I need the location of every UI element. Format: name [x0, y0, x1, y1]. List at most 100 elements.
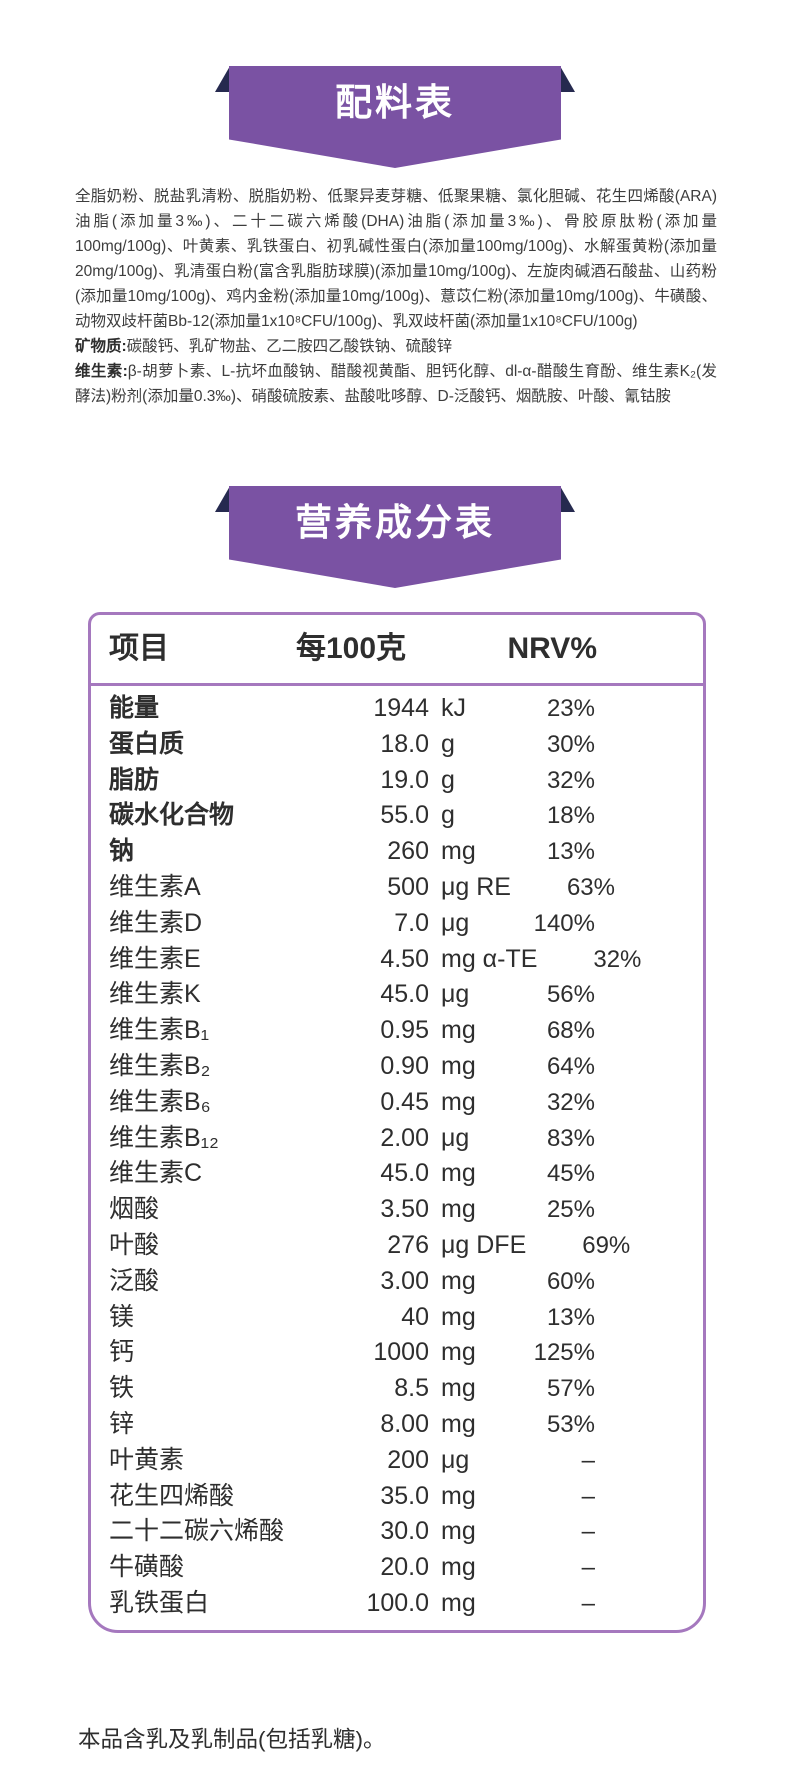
- table-row: 维生素C 45.0 mg 45%: [91, 1156, 703, 1192]
- nutrient-amount: 45.0: [380, 980, 429, 1009]
- table-row: 维生素B₆ 0.45 mg 32%: [91, 1085, 703, 1121]
- nutrient-name: 能量: [109, 694, 160, 722]
- nutrient-amount: 40: [401, 1302, 429, 1331]
- nutrient-unit: μg: [441, 908, 470, 937]
- nutrient-unit: mg: [441, 1481, 476, 1510]
- nutrient-nrv: 56%: [546, 981, 595, 1009]
- nutrient-nrv: 53%: [546, 1410, 595, 1438]
- nutrient-amount: 1944: [373, 694, 429, 722]
- nutrient-unit: mg: [441, 1195, 476, 1224]
- nutrient-amount: 7.0: [394, 908, 429, 937]
- nutrient-unit: g: [441, 765, 455, 794]
- nutrient-unit: mg: [441, 1266, 476, 1295]
- vitamins-text: β-胡萝卜素、L-抗坏血酸钠、醋酸视黄酯、胆钙化醇、dl-α-醋酸生育酚、维生素…: [75, 363, 717, 405]
- table-row: 维生素K 45.0 μg 56%: [91, 977, 703, 1013]
- nutrient-nrv: 30%: [546, 730, 595, 758]
- nutrient-nrv: –: [581, 1589, 595, 1617]
- nutrient-name: 维生素B₂: [109, 1051, 211, 1080]
- nutrient-unit: mg: [441, 1302, 476, 1331]
- header-per-100g: 每100克: [295, 632, 407, 665]
- ingredients-banner-body: 配料表: [229, 66, 561, 168]
- table-row: 维生素B₁ 0.95 mg 68%: [91, 1013, 703, 1049]
- nutrition-table-header: 项目 每100克 NRV%: [91, 615, 703, 686]
- nutrient-unit: mg: [441, 1087, 476, 1116]
- nutrient-name: 维生素B₆: [109, 1087, 211, 1116]
- nutrient-name: 钙: [109, 1338, 135, 1367]
- nutrient-unit: mg: [441, 1016, 476, 1045]
- nutrition-table-rows: 能量 1944 kJ 23% 蛋白质 18.0 g 30% 脂肪 19.0 g …: [91, 686, 703, 1630]
- nutrient-name: 烟酸: [109, 1195, 160, 1224]
- nutrient-name: 铁: [109, 1374, 135, 1403]
- nutrient-name: 脂肪: [109, 765, 160, 794]
- ingredients-banner-title: 配料表: [335, 82, 455, 123]
- nutrient-name: 镁: [109, 1302, 135, 1331]
- nutrient-nrv: 32%: [546, 1088, 595, 1116]
- nutrient-amount: 35.0: [380, 1481, 429, 1510]
- table-row: 镁 40 mg 13%: [91, 1300, 703, 1336]
- nutrient-nrv: 140%: [533, 909, 595, 937]
- ingredients-banner: 配料表: [215, 66, 575, 168]
- header-nrv: NRV%: [507, 632, 597, 665]
- nutrient-nrv: –: [581, 1518, 595, 1546]
- nutrient-nrv: 32%: [593, 945, 642, 973]
- nutrient-amount: 0.95: [380, 1016, 429, 1045]
- nutrient-nrv: 60%: [546, 1267, 595, 1295]
- vitamins-line: 维生素:β-胡萝卜素、L-抗坏血酸钠、醋酸视黄酯、胆钙化醇、dl-α-醋酸生育酚…: [75, 359, 717, 409]
- nutrient-amount: 276: [387, 1230, 429, 1259]
- nutrient-unit: g: [441, 801, 455, 830]
- nutrient-name: 钠: [109, 837, 135, 866]
- nutrition-banner-title: 营养成分表: [295, 502, 495, 543]
- nutrient-name: 牛磺酸: [109, 1553, 185, 1582]
- minerals-label: 矿物质:: [75, 338, 127, 355]
- nutrient-nrv: 32%: [546, 766, 595, 794]
- nutrient-amount: 30.0: [380, 1517, 429, 1546]
- minerals-text: 碳酸钙、乳矿物盐、乙二胺四乙酸铁钠、硫酸锌: [126, 338, 453, 355]
- ingredients-section: 全脂奶粉、脱盐乳清粉、脱脂奶粉、低聚异麦芽糖、低聚果糖、氯化胆碱、花生四烯酸(A…: [75, 184, 717, 409]
- table-row: 维生素D 7.0 μg 140%: [91, 906, 703, 942]
- nutrient-nrv: 45%: [546, 1160, 595, 1188]
- table-row: 脂肪 19.0 g 32%: [91, 763, 703, 799]
- table-row: 叶黄素 200 μg –: [91, 1443, 703, 1479]
- table-row: 能量 1944 kJ 23%: [91, 691, 703, 727]
- nutrient-nrv: 63%: [566, 873, 615, 901]
- vitamins-label: 维生素:: [75, 363, 128, 380]
- nutrient-unit: mg: [441, 1374, 476, 1403]
- nutrient-unit: mg: [441, 837, 476, 866]
- nutrient-amount: 8.5: [394, 1374, 429, 1403]
- nutrient-amount: 260: [387, 837, 429, 866]
- table-row: 维生素E 4.50 mg α-TE 32%: [91, 942, 703, 978]
- nutrient-name: 维生素D: [109, 908, 203, 937]
- nutrient-amount: 19.0: [380, 765, 429, 794]
- nutrient-amount: 100.0: [366, 1588, 429, 1617]
- nutrient-name: 乳铁蛋白: [109, 1588, 210, 1617]
- nutrient-unit: mg α-TE: [441, 944, 538, 973]
- nutrient-amount: 4.50: [380, 944, 429, 973]
- minerals-line: 矿物质:碳酸钙、乳矿物盐、乙二胺四乙酸铁钠、硫酸锌: [75, 334, 717, 359]
- ingredients-list-text: 全脂奶粉、脱盐乳清粉、脱脂奶粉、低聚异麦芽糖、低聚果糖、氯化胆碱、花生四烯酸(A…: [75, 188, 717, 330]
- table-row: 铁 8.5 mg 57%: [91, 1371, 703, 1407]
- nutrient-name: 蛋白质: [109, 729, 185, 758]
- nutrient-unit: μg: [441, 1445, 470, 1474]
- nutrient-amount: 2.00: [380, 1123, 429, 1152]
- nutrient-nrv: 23%: [546, 695, 595, 722]
- table-row: 花生四烯酸 35.0 mg –: [91, 1479, 703, 1515]
- nutrition-table: 项目 每100克 NRV% 能量 1944 kJ 23% 蛋白质 18.0 g …: [88, 612, 706, 1633]
- table-row: 泛酸 3.00 mg 60%: [91, 1264, 703, 1300]
- nutrient-amount: 3.00: [380, 1266, 429, 1295]
- nutrient-name: 维生素K: [109, 980, 201, 1009]
- nutrient-name: 二十二碳六烯酸: [109, 1517, 285, 1546]
- allergen-note: 本品含乳及乳制品(包括乳糖)。: [78, 1727, 386, 1752]
- nutrient-unit: μg: [441, 1123, 470, 1152]
- table-row: 烟酸 3.50 mg 25%: [91, 1192, 703, 1228]
- nutrient-unit: μg RE: [441, 872, 511, 901]
- nutrient-amount: 0.45: [380, 1087, 429, 1116]
- table-row: 碳水化合物 55.0 g 18%: [91, 798, 703, 834]
- header-item: 项目: [109, 632, 169, 665]
- nutrient-unit: mg: [441, 1338, 476, 1367]
- nutrition-banner: 营养成分表: [215, 486, 575, 588]
- table-row: 叶酸 276 μg DFE 69%: [91, 1228, 703, 1264]
- nutrient-unit: g: [441, 729, 455, 758]
- nutrient-unit: μg DFE: [441, 1230, 527, 1259]
- table-row: 钠 260 mg 13%: [91, 834, 703, 870]
